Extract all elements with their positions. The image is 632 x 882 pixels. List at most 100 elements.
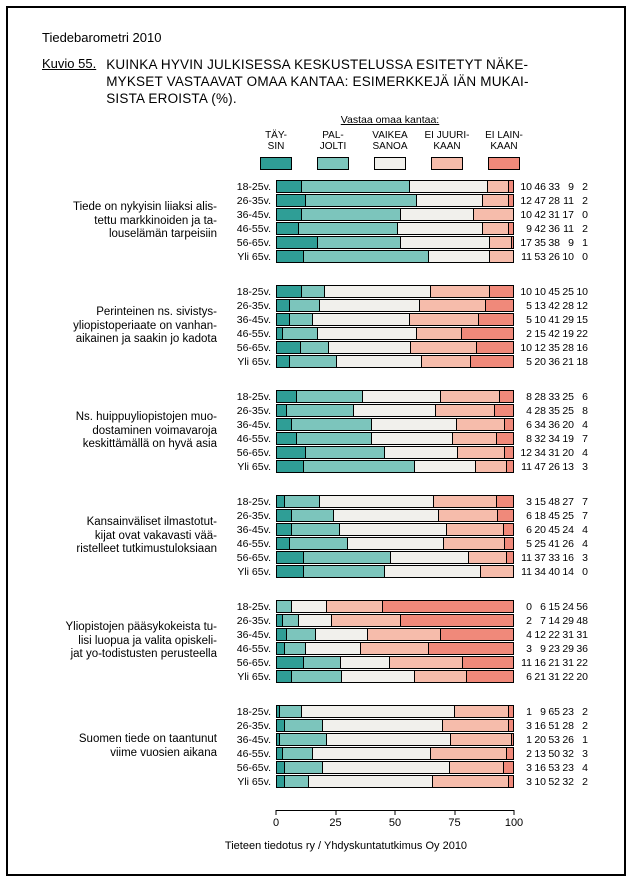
- segment-vaikea-sanoa: [319, 300, 419, 311]
- legend-swatch-vaikea-sanoa: [374, 157, 406, 170]
- value-label: 2: [582, 180, 588, 193]
- segment-vaikea-sanoa: [314, 629, 367, 640]
- segment-täysin: [277, 223, 299, 234]
- bar-row: 26-35v. 5 13 42 28 12: [227, 299, 588, 312]
- statement-line: lisi luopua ja valita opiskeli-: [78, 634, 217, 647]
- segment-täysin: [277, 566, 304, 577]
- value-label: 7: [582, 509, 588, 522]
- value-label: 7: [582, 495, 588, 508]
- value-label: 16: [534, 656, 546, 669]
- stacked-bar: [276, 705, 514, 718]
- axis-tick: [513, 810, 515, 815]
- segment-ei-juurikaan: [331, 615, 400, 626]
- legend-label-line: KAAN: [433, 141, 461, 152]
- statement-line: Kansainväliset ilmastotut-: [86, 516, 217, 529]
- value-label: 4: [582, 418, 588, 431]
- segment-paljolti: [288, 356, 336, 367]
- segment-täysin: [277, 433, 296, 444]
- stacked-bar: [276, 733, 514, 746]
- value-label: 0: [582, 565, 588, 578]
- segment-täysin: [277, 447, 306, 458]
- stacked-bar: [276, 313, 514, 326]
- value-label: 10: [562, 250, 574, 263]
- value-labels: 9 42 36 11 2: [518, 223, 588, 235]
- segment-ei-juurikaan: [409, 314, 478, 325]
- value-labels: 10 42 31 17 0: [518, 209, 588, 221]
- value-label: 20: [562, 418, 574, 431]
- value-label: 21: [534, 670, 546, 683]
- value-label: 13: [534, 299, 546, 312]
- value-labels: 3 9 23 29 36: [518, 643, 588, 655]
- value-label: 56: [576, 600, 588, 613]
- value-label: 3: [582, 747, 588, 760]
- value-label: 11: [521, 656, 532, 669]
- value-label: 9: [526, 222, 532, 235]
- bar-row: 56-65v. 17 35 38 9 1: [227, 236, 588, 249]
- value-label: 19: [562, 327, 574, 340]
- value-label: 36: [548, 355, 560, 368]
- value-label: 12: [576, 299, 588, 312]
- value-labels: 5 20 36 21 18: [518, 356, 588, 368]
- segment-ei-lainkaan: [508, 706, 513, 717]
- segment-vaikea-sanoa: [428, 251, 490, 262]
- value-label: 2: [582, 222, 588, 235]
- segment-paljolti: [302, 552, 391, 563]
- age-label: 18-25v.: [236, 495, 271, 508]
- value-label: 46: [534, 180, 546, 193]
- axis-tick-label: 75: [448, 817, 461, 829]
- value-labels: 6 20 45 24 4: [518, 524, 588, 536]
- value-label: 6: [526, 418, 532, 431]
- segment-paljolti: [298, 223, 398, 234]
- value-label: 33: [548, 390, 560, 403]
- age-label: Yli 65v.: [237, 775, 271, 788]
- segment-vaikea-sanoa: [319, 496, 433, 507]
- value-label: 3: [582, 460, 588, 473]
- statement-line: dostaminen voimavaroja: [92, 424, 217, 437]
- value-label: 53: [548, 761, 560, 774]
- segment-vaikea-sanoa: [324, 286, 431, 297]
- segment-vaikea-sanoa: [416, 195, 483, 206]
- value-label: 28: [562, 341, 574, 354]
- group-rows: 18-25v. 3 15 48 27 7 26-35v. 6 18 45 25 7 36-45v. 6 20…: [227, 495, 588, 578]
- stacked-bar: [276, 537, 514, 550]
- segment-täysin: [277, 237, 318, 248]
- stacked-bar: [276, 523, 514, 536]
- segment-täysin: [277, 405, 287, 416]
- value-label: 33: [548, 180, 560, 193]
- segment-ei-lainkaan: [496, 496, 513, 507]
- value-labels: 6 34 36 20 4: [518, 419, 588, 431]
- segment-paljolti: [284, 643, 306, 654]
- value-labels: 12 34 31 20 4: [518, 447, 588, 459]
- segment-paljolti: [291, 510, 334, 521]
- segment-ei-juurikaan: [482, 223, 509, 234]
- segment-paljolti: [300, 209, 400, 220]
- value-label: 1: [582, 236, 588, 249]
- segment-täysin: [277, 524, 292, 535]
- legend-label: TÄY- SIN: [248, 130, 304, 152]
- question-group: Perinteinen ns. sivistys-yliopistoperiaa…: [30, 285, 610, 368]
- segment-vaikea-sanoa: [371, 419, 457, 430]
- segment-ei-lainkaan: [475, 342, 513, 353]
- page-frame: Tiedebarometri 2010 Kuvio 55. KUINKA HYV…: [6, 6, 626, 876]
- value-label: 31: [562, 656, 574, 669]
- bar-row: 56-65v. 10 12 35 28 16: [227, 341, 588, 354]
- value-label: 18: [576, 355, 588, 368]
- segment-ei-juurikaan: [439, 391, 499, 402]
- segment-ei-lainkaan: [484, 300, 513, 311]
- segment-ei-lainkaan: [508, 223, 513, 234]
- age-label: 18-25v.: [236, 180, 271, 193]
- age-label: Yli 65v.: [237, 670, 271, 683]
- value-labels: 3 16 51 28 2: [518, 720, 588, 732]
- statement-line: Ns. huippuyliopistojen muo-: [75, 411, 217, 424]
- statement-line: jat yo-todistusten perusteella: [70, 648, 217, 661]
- age-label: 46-55v.: [236, 327, 271, 340]
- stacked-bar: [276, 747, 514, 760]
- value-label: 41: [548, 537, 560, 550]
- bar-row: 26-35v. 12 47 28 11 2: [227, 194, 588, 207]
- segment-vaikea-sanoa: [384, 566, 480, 577]
- footer-credit: Tieteen tiedotus ry / Yhdyskuntatutkimus…: [224, 840, 468, 852]
- value-label: 2: [526, 327, 532, 340]
- segment-paljolti: [291, 419, 372, 430]
- segment-ei-juurikaan: [442, 720, 509, 731]
- value-label: 15: [576, 313, 588, 326]
